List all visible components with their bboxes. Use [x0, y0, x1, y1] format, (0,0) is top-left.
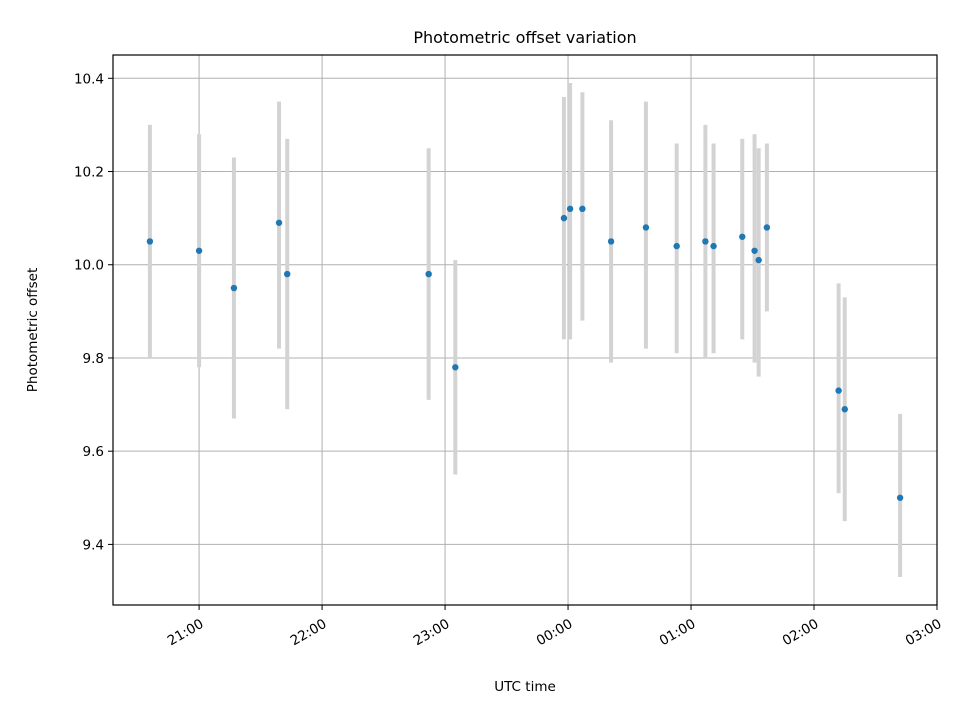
y-tick-label: 10.4 — [74, 71, 104, 87]
data-point — [702, 238, 709, 245]
x-tick-label: 01:00 — [657, 616, 699, 649]
y-tick-label: 9.8 — [83, 351, 104, 367]
data-point — [195, 247, 203, 254]
y-tick-label: 10.0 — [74, 258, 104, 274]
data-point — [579, 205, 586, 213]
data-point — [560, 214, 568, 222]
data-point — [275, 219, 283, 226]
x-tick-label: 00:00 — [534, 616, 576, 649]
plot-frame — [112, 54, 938, 606]
x-tick-label: 23:00 — [411, 616, 453, 649]
data-point — [146, 238, 154, 245]
y-tick-label: 10.2 — [74, 165, 104, 181]
x-tick-label: 22:00 — [288, 616, 330, 649]
data-point — [710, 242, 717, 250]
grid — [113, 55, 938, 605]
data-point — [841, 406, 848, 413]
chart-title: Photometric offset variation — [413, 28, 636, 47]
x-tick-label: 03:00 — [903, 616, 945, 649]
x-tick-label: 21:00 — [165, 616, 207, 649]
error-bars — [147, 82, 903, 578]
data-point — [607, 238, 615, 245]
y-axis-label: Photometric offset — [25, 268, 41, 392]
data-point — [642, 224, 650, 231]
x-tick-label: 02:00 — [780, 616, 822, 649]
data-point — [896, 494, 904, 501]
data-point — [835, 387, 842, 394]
data-point — [452, 364, 459, 371]
data-point — [284, 270, 291, 278]
y-tick-label: 9.6 — [83, 444, 104, 460]
data-point — [739, 233, 746, 240]
y-tick-label: 9.4 — [83, 537, 104, 553]
data-point — [751, 247, 758, 254]
data-points — [146, 205, 904, 501]
x-axis-label: UTC time — [494, 679, 556, 695]
data-point — [673, 242, 680, 250]
data-point — [425, 270, 432, 278]
data-point — [763, 224, 771, 231]
data-point — [566, 205, 574, 213]
data-point — [230, 284, 238, 292]
data-point — [755, 256, 762, 264]
